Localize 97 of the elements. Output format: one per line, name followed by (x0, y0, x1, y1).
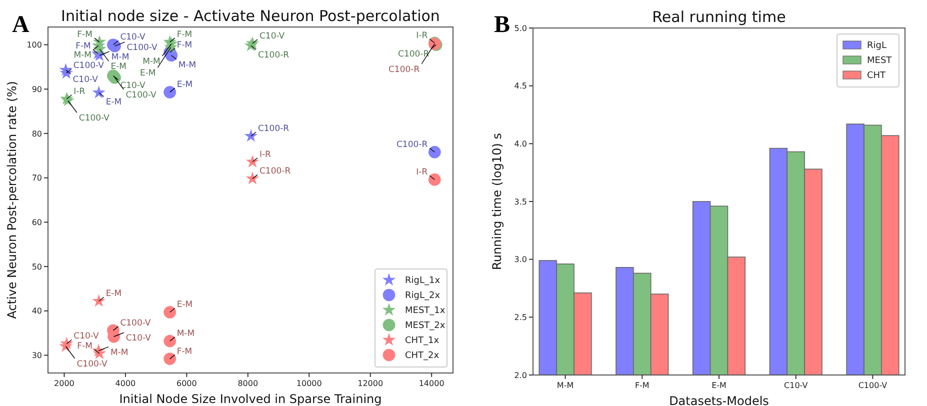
data-label: C10-V (74, 332, 99, 342)
point (246, 154, 260, 168)
data-label: C100-V (73, 61, 104, 72)
point (164, 334, 176, 348)
point (92, 294, 106, 307)
y-tick-label: 50 (32, 262, 42, 272)
point (92, 346, 106, 360)
data-label: C100-R (388, 64, 420, 75)
point (244, 129, 258, 142)
point (244, 38, 258, 52)
data-label: C100-R (258, 50, 290, 61)
x-axis-title: Initial Node Size Involved in Sparse Training (119, 392, 382, 406)
data-label: C100-V (76, 359, 108, 370)
y-tick-label: 2.0 (514, 370, 527, 380)
y-tick-label: 40 (32, 306, 42, 316)
data-label: E-M (106, 289, 122, 300)
x-tick-label: 2000 (54, 379, 74, 388)
y-tick-label: 30 (32, 351, 42, 360)
y-tick-label: 3.5 (514, 197, 527, 206)
y-tick-label: 2.5 (514, 312, 527, 322)
data-label: F-M (77, 341, 92, 352)
x-axis-title: Datasets-Models (669, 394, 769, 406)
data-label: I-R (416, 168, 428, 178)
y-axis-title: Running time (log10) s (490, 133, 504, 270)
data-label: C100-R (259, 166, 291, 177)
data-label: C10-V (126, 334, 152, 344)
data-label: I-R (416, 30, 428, 41)
legend-label: CHT_1x (405, 336, 440, 346)
data-label: F-M (176, 40, 192, 50)
data-label: M-M (74, 50, 92, 61)
x-tick-label: 14000 (418, 379, 444, 388)
data-label: C10-V (120, 80, 146, 91)
legend-label: CHT (867, 71, 886, 82)
x-tick-label: 10000 (296, 379, 322, 388)
point (246, 172, 260, 184)
data-label: M-M (111, 52, 130, 62)
legend-label: RigL (867, 41, 886, 52)
y-tick-label: 70 (32, 174, 42, 183)
data-label: I-R (259, 150, 272, 160)
legend-label: RigL_2x (405, 291, 441, 302)
data-label: F-M (77, 30, 92, 40)
data-label: E-M (110, 62, 127, 72)
data-label: M-M (176, 329, 195, 340)
chart-title: Initial node size - Activate Neuron Post-percolation (61, 7, 440, 25)
data-label: F-M (176, 30, 192, 40)
data-label: I-R (74, 86, 86, 97)
x-tick-label: M-M (556, 381, 574, 390)
data-label: C100-V (126, 43, 158, 54)
x-tick-label: E-M (712, 381, 727, 390)
y-tick-label: 4.5 (514, 82, 527, 91)
legend-label: MEST_1x (405, 306, 446, 316)
data-label: F-M (176, 346, 192, 357)
x-tick-label: C10-V (784, 381, 808, 390)
data-label: E-M (140, 68, 156, 78)
data-label: C10-V (120, 32, 146, 43)
legend-label: RigL_1x (405, 276, 441, 286)
data-label: F-M (76, 42, 91, 52)
point (92, 86, 106, 98)
data-label: M-M (178, 60, 196, 70)
y-tick-label: 80 (32, 129, 42, 138)
data-label: M-M (142, 56, 160, 67)
legend-label: MEST_2x (405, 321, 446, 332)
x-tick-label: 6000 (176, 379, 197, 388)
data-label: E-M (106, 98, 122, 108)
y-tick-label: 3.0 (514, 255, 527, 264)
legend-label: MEST (867, 56, 892, 66)
x-tick-label: C100-V (858, 381, 888, 390)
text: B (494, 12, 510, 38)
data-label: C100-R (396, 140, 428, 150)
point (428, 146, 441, 158)
y-tick-label: 5.0 (514, 24, 527, 33)
data-label: C100-V (126, 90, 156, 101)
point (164, 86, 176, 98)
point (59, 339, 72, 352)
y-tick-label: 4.0 (514, 139, 527, 148)
data-label: C100-V (120, 318, 151, 328)
y-tick-label: 90 (32, 84, 42, 94)
x-tick-label: 8000 (238, 379, 258, 388)
x-tick-label: 12000 (358, 379, 384, 388)
data-label: E-M (176, 80, 193, 90)
y-axis-title: Active Neuron Post-percolation rate (%) (5, 81, 19, 319)
data-label: M-M (110, 348, 128, 358)
y-tick-label: 60 (32, 218, 42, 227)
legend-label: CHT_2x (405, 351, 440, 362)
data-label: C10-V (259, 31, 285, 42)
point (164, 352, 176, 365)
y-tick-label: 100 (26, 40, 42, 50)
x-tick-label: F-M (634, 381, 650, 390)
x-tick-label: 4000 (115, 379, 136, 388)
data-label: C10-V (72, 75, 98, 86)
chart-title: Real running time (652, 8, 786, 26)
text: A (12, 12, 30, 38)
point (164, 306, 176, 318)
data-label: E-M (176, 300, 193, 310)
data-label: C100-V (78, 114, 110, 124)
point (428, 173, 441, 186)
data-label: C100-R (258, 124, 290, 134)
